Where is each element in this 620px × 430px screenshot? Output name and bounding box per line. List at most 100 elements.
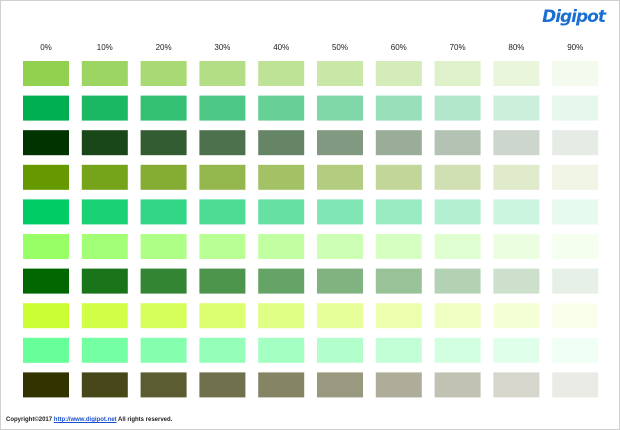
link[interactable]: http://www.digipot.net <box>53 417 117 423</box>
swatch <box>23 372 69 398</box>
swatch <box>258 234 305 259</box>
swatch <box>199 199 246 225</box>
swatch <box>434 164 481 190</box>
swatch <box>375 234 422 259</box>
swatch <box>81 234 128 259</box>
swatch <box>199 372 246 398</box>
column-header: 40% <box>273 43 289 52</box>
swatch <box>317 234 363 259</box>
swatch-grid: 0% 10% 20% 30% 40% 50% 60% 70% 80% 90% <box>23 43 599 398</box>
swatch <box>23 95 69 121</box>
column-header: 90% <box>567 43 583 52</box>
swatch <box>434 303 481 329</box>
swatch <box>258 164 305 190</box>
swatch <box>199 268 246 294</box>
swatch <box>23 61 69 86</box>
column-header: 20% <box>156 43 172 52</box>
swatch <box>375 337 422 363</box>
swatch <box>552 164 599 190</box>
swatch <box>140 199 187 225</box>
swatch <box>23 234 69 259</box>
swatch <box>23 337 69 363</box>
swatch <box>23 303 69 329</box>
swatch <box>317 337 363 363</box>
swatch <box>140 164 187 190</box>
swatch <box>375 303 422 329</box>
column-header: 70% <box>450 43 466 52</box>
swatch <box>140 130 187 156</box>
swatch <box>81 337 128 363</box>
swatch <box>199 164 246 190</box>
swatch <box>434 61 481 86</box>
swatch <box>493 164 540 190</box>
swatch <box>434 337 481 363</box>
swatch <box>199 303 246 329</box>
swatch <box>434 372 481 398</box>
column-header: 10% <box>97 43 113 52</box>
swatch <box>23 199 69 225</box>
swatch <box>23 130 69 156</box>
swatch <box>552 337 599 363</box>
swatch <box>258 130 305 156</box>
swatch <box>81 61 128 86</box>
swatch <box>199 61 246 86</box>
swatch <box>375 372 422 398</box>
swatch <box>375 268 422 294</box>
swatch <box>493 95 540 121</box>
swatch <box>81 372 128 398</box>
swatch <box>199 130 246 156</box>
swatch <box>375 199 422 225</box>
swatch <box>140 268 187 294</box>
column-header: 60% <box>391 43 407 52</box>
swatch <box>258 337 305 363</box>
swatch <box>493 303 540 329</box>
swatch <box>317 164 363 190</box>
swatch <box>552 372 599 398</box>
swatch <box>81 268 128 294</box>
swatch <box>199 337 246 363</box>
column-header: 80% <box>508 43 524 52</box>
swatch <box>140 95 187 121</box>
swatch <box>23 268 69 294</box>
swatch <box>81 164 128 190</box>
swatch <box>493 337 540 363</box>
rights: All rights reserved. <box>118 417 173 423</box>
swatch <box>375 130 422 156</box>
swatch <box>434 234 481 259</box>
logo: Digipot <box>542 7 606 27</box>
swatch <box>493 61 540 86</box>
copyright: Copyright©2017 <box>6 417 53 423</box>
swatch <box>23 164 69 190</box>
swatch <box>552 303 599 329</box>
swatch <box>375 95 422 121</box>
swatch <box>552 95 599 121</box>
swatch <box>199 95 246 121</box>
swatch <box>140 372 187 398</box>
swatch <box>258 303 305 329</box>
swatch <box>140 303 187 329</box>
swatch <box>317 95 363 121</box>
swatch <box>552 199 599 225</box>
swatch <box>493 130 540 156</box>
swatch <box>81 199 128 225</box>
swatch <box>199 234 246 259</box>
swatch <box>317 268 363 294</box>
footer: Copyright©2017 http://www.digipot.net Al… <box>6 417 172 423</box>
swatch <box>493 234 540 259</box>
swatch <box>258 268 305 294</box>
column-header: 50% <box>332 43 348 52</box>
swatch <box>434 199 481 225</box>
swatch <box>493 372 540 398</box>
swatch <box>317 61 363 86</box>
swatch <box>434 95 481 121</box>
swatch <box>552 234 599 259</box>
swatch <box>140 337 187 363</box>
swatch <box>81 95 128 121</box>
swatch <box>258 372 305 398</box>
swatch <box>317 130 363 156</box>
swatch <box>375 61 422 86</box>
swatch <box>81 303 128 329</box>
swatch <box>493 199 540 225</box>
swatch <box>81 130 128 156</box>
